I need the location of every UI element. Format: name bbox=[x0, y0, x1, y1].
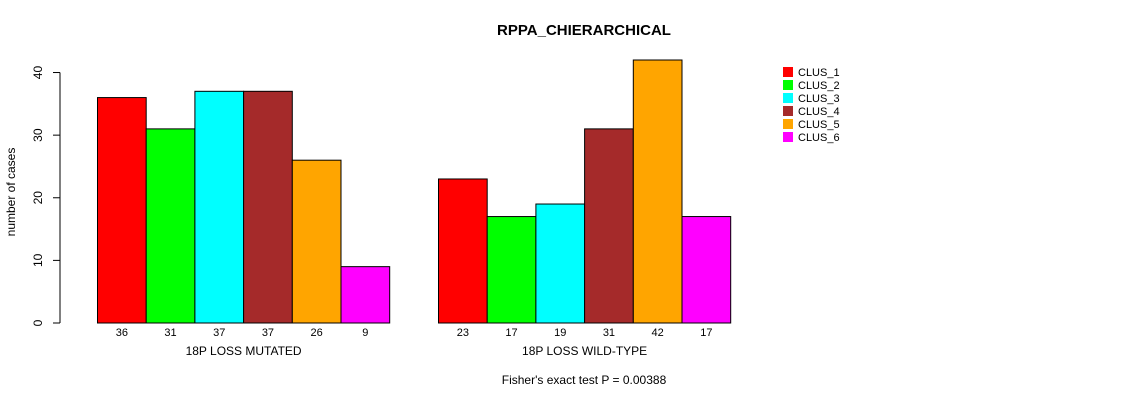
y-tick-label: 0 bbox=[31, 319, 45, 326]
legend-label: CLUS_1 bbox=[798, 67, 840, 79]
group-label: 18P LOSS WILD-TYPE bbox=[522, 344, 647, 358]
bar-clus-3 bbox=[535, 203, 586, 324]
bar-clus-2 bbox=[145, 128, 196, 324]
bar-clus-6 bbox=[681, 216, 732, 324]
legend-swatch bbox=[783, 67, 793, 77]
legend-label: CLUS_5 bbox=[798, 119, 840, 131]
bar-clus-5 bbox=[632, 59, 683, 324]
bars bbox=[97, 59, 732, 324]
bar-clus-1 bbox=[97, 97, 147, 324]
y-tick-label: 10 bbox=[31, 253, 45, 267]
bar-clus-4 bbox=[243, 90, 293, 324]
bar-value-label: 19 bbox=[554, 327, 566, 339]
y-axis: 0 10 20 30 40 bbox=[31, 66, 61, 326]
fisher-test-footnote: Fisher's exact test P = 0.00388 bbox=[502, 373, 667, 387]
y-axis-title: number of cases bbox=[4, 148, 18, 237]
bar-value-label: 17 bbox=[700, 327, 712, 339]
bar-value-label: 9 bbox=[362, 327, 368, 339]
legend-swatch bbox=[783, 132, 793, 142]
bar-value-label: 42 bbox=[652, 327, 664, 339]
legend-label: CLUS_4 bbox=[798, 106, 840, 118]
legend-swatch bbox=[783, 119, 793, 129]
legend-swatch bbox=[783, 80, 793, 90]
bar-clus-5 bbox=[291, 159, 342, 324]
chart-title: RPPA_CHIERARCHICAL bbox=[497, 22, 671, 39]
legend-label: CLUS_3 bbox=[798, 93, 840, 105]
bar-clus-6 bbox=[340, 266, 391, 324]
bar-clus-3 bbox=[194, 90, 245, 324]
group-labels: 18P LOSS MUTATED 18P LOSS WILD-TYPE bbox=[186, 344, 648, 358]
bar-value-label: 31 bbox=[164, 327, 176, 339]
bar-value-label: 37 bbox=[213, 327, 225, 339]
y-tick-label: 20 bbox=[31, 191, 45, 205]
bar-value-label: 31 bbox=[603, 327, 615, 339]
legend-swatch bbox=[783, 93, 793, 103]
legend-label: CLUS_6 bbox=[798, 132, 840, 144]
bar-clus-1 bbox=[438, 178, 488, 324]
bar-value-label: 23 bbox=[457, 327, 469, 339]
bar-value-label: 17 bbox=[505, 327, 517, 339]
y-tick-label: 40 bbox=[31, 66, 45, 80]
bar-value-labels: 36 31 37 37 26 9 23 17 19 31 42 17 bbox=[116, 327, 713, 339]
group-label: 18P LOSS MUTATED bbox=[186, 344, 302, 358]
bar-clus-4 bbox=[584, 128, 634, 324]
y-tick-label: 30 bbox=[31, 128, 45, 142]
bar-value-label: 37 bbox=[262, 327, 274, 339]
bar-value-label: 36 bbox=[116, 327, 128, 339]
legend-swatch bbox=[783, 106, 793, 116]
bar-clus-2 bbox=[486, 216, 537, 324]
legend-label: CLUS_2 bbox=[798, 80, 840, 92]
bar-value-label: 26 bbox=[311, 327, 323, 339]
